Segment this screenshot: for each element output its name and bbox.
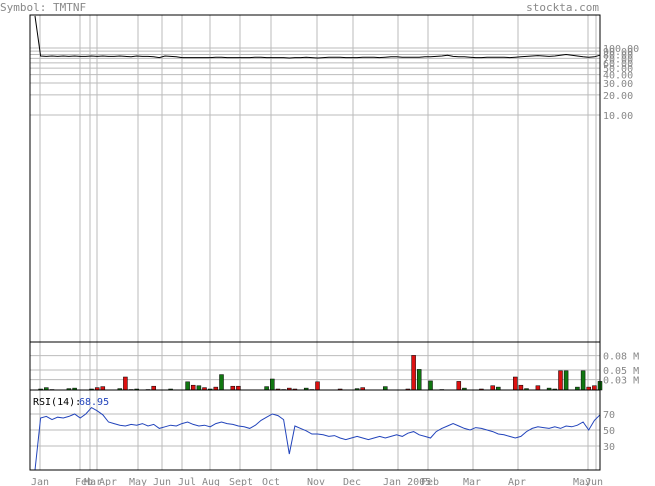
volume-bar — [411, 355, 416, 391]
site-name: stockta.com — [526, 1, 599, 14]
symbol-label: Symbol: TMTNF — [0, 1, 86, 14]
price-tick-label: 30.00 — [603, 79, 633, 90]
x-axis-label: Jul — [178, 477, 196, 486]
price-tick-label: 20.00 — [603, 91, 633, 102]
x-axis-label: Jun — [585, 477, 603, 486]
x-axis-label: Apr — [508, 477, 526, 486]
x-axis-label: Apr — [99, 477, 117, 486]
volume-gridlines — [30, 355, 600, 381]
volume-bar — [264, 386, 269, 391]
x-axis-label: May — [573, 477, 591, 486]
rsi-value: 68.95 — [79, 397, 109, 408]
price-tick-label: 80.00 — [603, 50, 633, 61]
volume-bar — [416, 369, 422, 391]
volume-tick-label: 0.08 M — [603, 352, 639, 363]
volume-bar — [558, 370, 563, 391]
rsi-axis-labels: 70 50 30 — [603, 410, 615, 453]
x-axis-label: Sept — [229, 477, 253, 486]
volume-bar — [535, 385, 541, 391]
volume-bars — [38, 355, 603, 391]
x-axis-label: Feb — [75, 477, 93, 486]
volume-bar — [100, 386, 106, 391]
volume-bar — [123, 376, 128, 391]
price-panel-frame — [29, 14, 601, 343]
x-axis-label: May — [129, 477, 147, 486]
rsi-tick-label: 50 — [603, 426, 615, 437]
volume-bar — [270, 378, 275, 391]
price-tick-label: 10.00 — [603, 111, 633, 122]
volume-bar — [219, 374, 224, 391]
price-tick-label: 60.00 — [603, 59, 633, 70]
volume-bar — [456, 381, 462, 391]
volume-bar — [518, 384, 524, 391]
volume-axis-labels: 0.08 M 0.05 M0.03 M — [603, 352, 639, 387]
volume-tick-label: 0.05 M — [603, 366, 639, 377]
volume-bar — [513, 376, 518, 391]
price-axis-labels: 100.0090.0080.0070.0060.0050.0040.0030.0… — [603, 44, 639, 122]
price-tick-label: 40.00 — [603, 71, 633, 82]
price-tick-label: 90.00 — [603, 47, 633, 58]
volume-bar — [236, 385, 241, 391]
rsi-panel-frame — [29, 389, 601, 471]
rsi-gridlines — [30, 413, 600, 447]
x-axis-label: Jan 2005 — [383, 477, 431, 486]
rsi-tick-label: 30 — [603, 442, 615, 453]
price-tick-label: 50.00 — [603, 64, 633, 75]
x-axis-label: Feb — [421, 477, 439, 486]
volume-bar — [315, 381, 320, 391]
volume-bar — [383, 386, 388, 391]
x-axis-label: Mar — [463, 477, 481, 486]
volume-bar — [490, 385, 495, 391]
x-axis-label: Oct — [262, 477, 280, 486]
volume-bar — [230, 385, 236, 391]
x-axis-label: Jan — [31, 477, 49, 486]
volume-bar — [592, 385, 597, 391]
x-axis-label: Jun — [153, 477, 171, 486]
volume-bar — [580, 370, 586, 391]
rsi-label: RSI(14): — [33, 397, 81, 408]
price-line — [34, 15, 601, 59]
x-axis-label: Mar — [84, 477, 102, 486]
rsi-tick-label: 70 — [603, 410, 615, 421]
price-gridlines — [30, 47, 600, 116]
x-axis-label: Aug — [202, 477, 220, 486]
volume-bar — [190, 384, 196, 391]
vertical-gridlines — [39, 15, 597, 470]
x-axis-label: Nov — [307, 477, 325, 486]
rsi-line — [34, 406, 601, 471]
volume-bar — [151, 385, 156, 391]
price-tick-label: 70.00 — [603, 54, 633, 65]
volume-bar — [185, 381, 190, 391]
x-axis-label: Dec — [343, 477, 361, 486]
price-tick-label: 100.00 — [603, 44, 639, 55]
volume-bar — [428, 380, 433, 391]
volume-tick-label: 0.03 M — [603, 376, 639, 387]
volume-bar — [563, 370, 569, 391]
volume-bar — [196, 385, 202, 391]
